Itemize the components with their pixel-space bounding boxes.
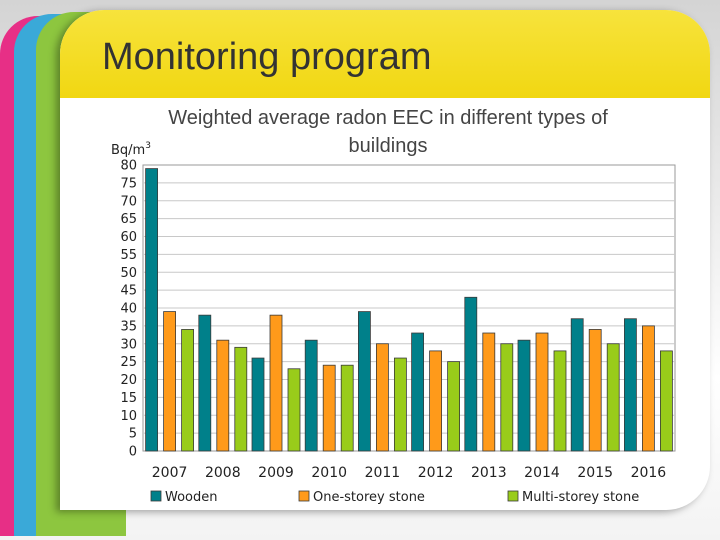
bar [535, 332, 549, 452]
legend: Wooden One-storey stone Multi-storey stone [150, 490, 639, 505]
y-tick-label: 30 [120, 337, 137, 352]
y-tick-label: 50 [120, 266, 137, 281]
y-tick-label: 65 [120, 212, 137, 227]
bar [411, 332, 425, 452]
bar [234, 346, 248, 452]
bar [570, 318, 584, 452]
x-tick-label: 2007 [152, 465, 188, 481]
x-tick-label: 2011 [365, 465, 401, 481]
bar [145, 168, 158, 452]
bar [269, 314, 283, 452]
bar [588, 329, 602, 452]
y-tick-label: 70 [120, 194, 137, 209]
x-tick-label: 2008 [205, 465, 241, 481]
y-tick-label: 75 [120, 176, 137, 191]
x-tick-label: 2016 [631, 465, 667, 481]
bar [322, 364, 336, 452]
legend-label: Multi-storey stone [522, 490, 639, 505]
bar [216, 339, 230, 452]
bar [482, 332, 496, 452]
bar [375, 343, 389, 452]
y-tick-label: 60 [120, 230, 137, 245]
bar-chart: Weighted average radon EEC in different … [111, 107, 676, 505]
bar [624, 318, 637, 452]
y-axis-unit-label: Bq/m3 [111, 141, 151, 158]
legend-swatch [507, 490, 519, 502]
bar [304, 339, 318, 452]
legend-swatch [298, 490, 310, 502]
bar [642, 325, 655, 452]
bar [393, 357, 407, 452]
y-tick-label: 80 [120, 159, 137, 174]
x-tick-label: 2013 [471, 465, 507, 481]
bar [198, 314, 212, 452]
bar [606, 343, 620, 452]
x-tick-label: 2009 [258, 465, 294, 481]
bar [660, 350, 673, 452]
bar [251, 357, 265, 452]
bar [340, 364, 354, 452]
y-tick-label: 25 [120, 355, 137, 370]
y-tick-label: 15 [120, 391, 137, 406]
legend-label: One-storey stone [313, 490, 425, 505]
x-tick-label: 2014 [524, 465, 560, 481]
bar [181, 329, 194, 452]
bar [163, 311, 176, 452]
y-tick-label: 0 [129, 445, 137, 460]
bar [464, 296, 478, 452]
grid-layer [142, 164, 676, 452]
y-axis-unit-base: Bq/m [111, 143, 145, 158]
y-tick-label: 10 [120, 409, 137, 424]
bar [287, 368, 301, 452]
bar [517, 339, 531, 452]
y-tick-label: 20 [120, 373, 137, 388]
y-axis-unit-exponent: 3 [145, 141, 151, 151]
legend-swatch [150, 490, 162, 502]
legend-label: Wooden [165, 490, 218, 505]
y-tick-label: 5 [129, 427, 137, 442]
y-tick-label: 55 [120, 248, 137, 263]
y-tick-label: 45 [120, 284, 137, 299]
bar [357, 311, 371, 452]
chart-title-line-2: buildings [349, 135, 428, 157]
page-title: Monitoring program [102, 36, 432, 78]
x-tick-label: 2012 [418, 465, 454, 481]
bar [500, 343, 514, 452]
bar [553, 350, 567, 452]
y-tick-label: 35 [120, 319, 137, 334]
title-band [60, 10, 710, 98]
slide-card: Monitoring program Weighted average rado… [60, 10, 710, 510]
y-tick-label: 40 [120, 302, 137, 317]
x-tick-label: 2010 [311, 465, 347, 481]
bars-layer [145, 168, 673, 452]
bar [429, 350, 443, 452]
labels-layer: 0 5 10 15 20 25 30 35 40 45 50 55 60 65 70 75 80 2007 2008… [120, 159, 666, 482]
chart-title-line-1: Weighted average radon EEC in different … [168, 107, 608, 129]
bar [447, 361, 461, 452]
x-tick-label: 2015 [577, 465, 613, 481]
